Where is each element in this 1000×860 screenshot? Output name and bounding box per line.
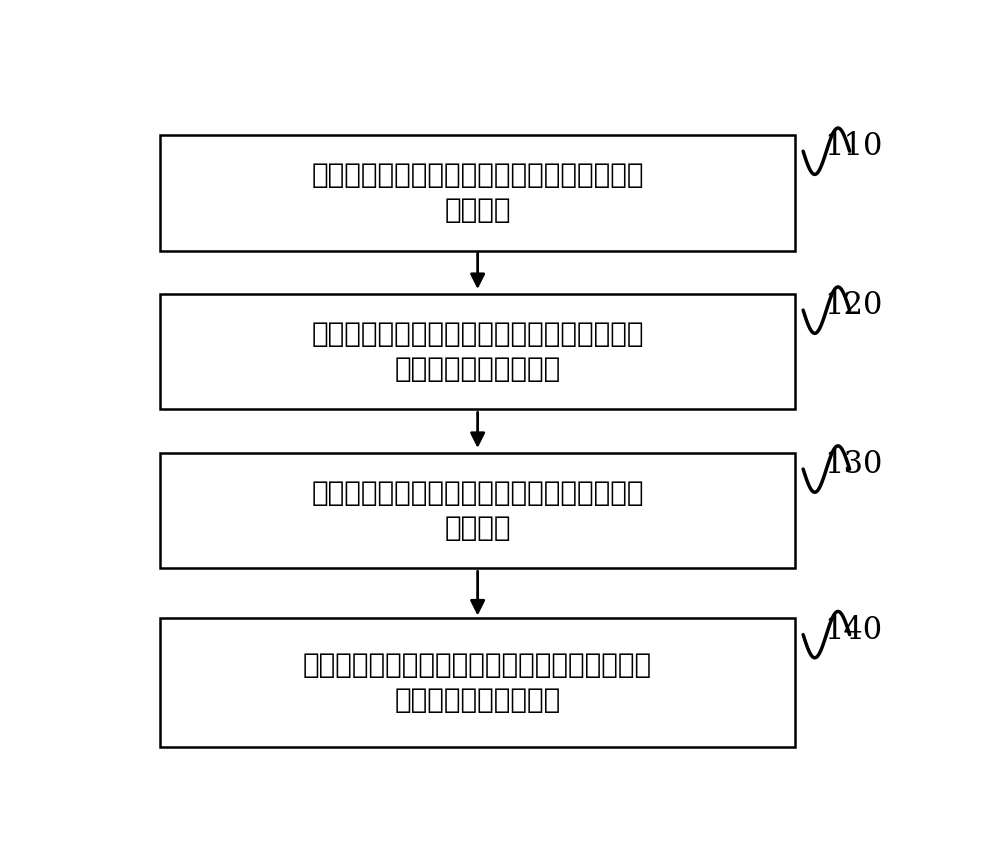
Text: 分析模型: 分析模型: [444, 513, 511, 542]
Text: 根据所述第一模型和所述第二模型，构建关联: 根据所述第一模型和所述第二模型，构建关联: [311, 479, 644, 507]
FancyBboxPatch shape: [160, 452, 795, 568]
Text: 获取车联网的漏洞效果及各所述漏洞效果对应: 获取车联网的漏洞效果及各所述漏洞效果对应: [311, 320, 644, 348]
FancyBboxPatch shape: [160, 618, 795, 747]
Text: 第一模型: 第一模型: [444, 196, 511, 224]
Text: 的业务，构建第二模型: 的业务，构建第二模型: [394, 354, 561, 383]
Text: 析，得到关联分析结果: 析，得到关联分析结果: [394, 685, 561, 714]
Text: 130: 130: [824, 449, 883, 480]
Text: 120: 120: [824, 291, 883, 322]
Text: 基于所述关联分析模型对输入的元素进行关联分: 基于所述关联分析模型对输入的元素进行关联分: [303, 651, 652, 679]
FancyBboxPatch shape: [160, 293, 795, 409]
Text: 140: 140: [824, 615, 883, 646]
FancyBboxPatch shape: [160, 135, 795, 250]
Text: 110: 110: [824, 132, 883, 163]
Text: 获取漏洞及各所述漏洞对应的漏洞效果，构建: 获取漏洞及各所述漏洞对应的漏洞效果，构建: [311, 162, 644, 189]
